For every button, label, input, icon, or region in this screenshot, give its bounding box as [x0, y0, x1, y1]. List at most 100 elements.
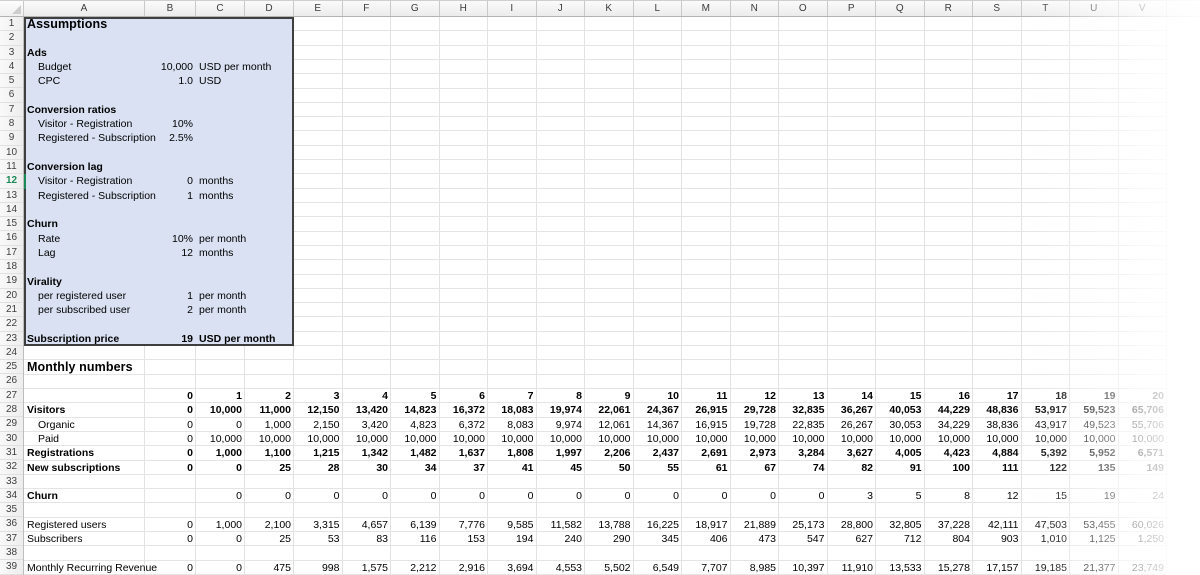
- cell-value[interactable]: 34,229: [937, 418, 970, 431]
- cell-value[interactable]: 10,000: [646, 432, 679, 445]
- cell-label[interactable]: Conversion ratios: [27, 103, 117, 116]
- cell-value[interactable]: 25: [279, 461, 291, 474]
- row-header-39[interactable]: 39: [0, 560, 23, 575]
- cell-value[interactable]: 10,000: [695, 432, 728, 445]
- cell-value[interactable]: 53,455: [1083, 518, 1116, 531]
- cell-label[interactable]: Registered - Subscription: [38, 189, 156, 202]
- cell-value[interactable]: 22,061: [598, 404, 631, 417]
- cell-value[interactable]: 67: [764, 461, 776, 474]
- cell-value[interactable]: 473: [758, 533, 776, 546]
- cell-value[interactable]: 19,185: [1034, 561, 1067, 574]
- cell-value[interactable]: 1,637: [458, 447, 485, 460]
- cell-month-index[interactable]: 11: [716, 390, 728, 402]
- row-header-25[interactable]: 25: [0, 360, 23, 375]
- cell-value[interactable]: 48,836: [986, 404, 1019, 417]
- column-header-I[interactable]: I: [488, 1, 537, 16]
- cell-value[interactable]: 0: [770, 490, 776, 503]
- cell-value[interactable]: 10,397: [792, 561, 825, 574]
- cell-value[interactable]: 30,053: [889, 418, 922, 431]
- cell-value[interactable]: 8,083: [507, 418, 534, 431]
- cell-value[interactable]: 4,423: [943, 447, 970, 460]
- cell-value[interactable]: 11,000: [259, 404, 291, 417]
- cell-value[interactable]: 10,000: [307, 432, 340, 445]
- cell-value[interactable]: 28: [327, 461, 340, 474]
- cell-value[interactable]: 4,823: [410, 418, 437, 431]
- cell-value[interactable]: 19,974: [549, 404, 582, 417]
- column-header-E[interactable]: E: [294, 1, 343, 16]
- cell-value[interactable]: 91: [909, 461, 922, 474]
- row-header-3[interactable]: 3: [0, 46, 23, 60]
- cell-value[interactable]: 0: [236, 490, 242, 503]
- assumptions-title[interactable]: Assumptions: [27, 17, 108, 31]
- row-header-38[interactable]: 38: [0, 546, 23, 561]
- row-header-34[interactable]: 34: [0, 489, 23, 504]
- row-header-7[interactable]: 7: [0, 103, 23, 118]
- cell-value[interactable]: 16,225: [646, 518, 679, 531]
- cell-value[interactable]: 1,215: [313, 447, 340, 460]
- cell-value[interactable]: 4,657: [361, 518, 388, 531]
- cell-unit[interactable]: USD per month: [199, 332, 276, 345]
- cell-value[interactable]: 0: [187, 404, 193, 417]
- cell-value[interactable]: 36,267: [840, 404, 873, 417]
- cell-month-index[interactable]: 1: [236, 390, 242, 402]
- cell-value[interactable]: 406: [709, 533, 728, 546]
- cell-value[interactable]: 0: [187, 533, 193, 546]
- cell-label[interactable]: Visitor - Registration: [38, 175, 133, 188]
- cell-value[interactable]: 14,823: [404, 404, 437, 417]
- cell-month-index[interactable]: 10: [667, 390, 679, 402]
- cell-value[interactable]: 53,917: [1034, 404, 1067, 417]
- cell-value[interactable]: 5,392: [1040, 447, 1067, 460]
- cell-value[interactable]: 2,437: [652, 447, 679, 460]
- cell-value[interactable]: 4,005: [895, 447, 922, 460]
- cell-value[interactable]: 1.0: [178, 75, 193, 88]
- cell-value[interactable]: 25,173: [792, 518, 825, 531]
- row-header-8[interactable]: 8: [0, 117, 23, 132]
- cell-value[interactable]: 14,367: [646, 418, 679, 431]
- column-header-J[interactable]: J: [537, 1, 585, 16]
- cell-value[interactable]: 13,420: [355, 404, 388, 417]
- column-header-Q[interactable]: Q: [876, 1, 925, 16]
- select-all-corner[interactable]: [0, 1, 24, 16]
- row-header-30[interactable]: 30: [0, 432, 23, 446]
- cell-value[interactable]: 16,915: [695, 418, 728, 431]
- cell-value[interactable]: 10,000: [501, 432, 534, 445]
- cell-value[interactable]: 10,000: [452, 432, 485, 445]
- column-header-V[interactable]: V: [1119, 1, 1167, 16]
- cell-value[interactable]: 8,985: [749, 561, 776, 574]
- cell-value[interactable]: 1,575: [361, 561, 388, 574]
- spreadsheet-grid[interactable]: Assumptions Ads Budget 10,000 USD per month C…: [24, 17, 1200, 575]
- cell-value[interactable]: 61: [715, 461, 728, 474]
- cell-label[interactable]: CPC: [38, 75, 61, 88]
- row-header-26[interactable]: 26: [0, 374, 23, 389]
- cell-month-index[interactable]: 19: [1103, 390, 1116, 402]
- cell-value[interactable]: 15: [1055, 490, 1067, 503]
- cell-value[interactable]: 22,835: [792, 418, 825, 431]
- column-header-C[interactable]: C: [196, 1, 245, 16]
- cell-value[interactable]: 0: [187, 432, 193, 445]
- cell-month-index[interactable]: 3: [333, 390, 340, 402]
- row-header-37[interactable]: 37: [0, 532, 23, 546]
- cell-value[interactable]: 21,889: [743, 518, 776, 531]
- column-header-D[interactable]: D: [245, 1, 294, 16]
- cell-value[interactable]: 43,917: [1034, 418, 1067, 431]
- cell-value[interactable]: 1,125: [1089, 533, 1116, 546]
- cell-value[interactable]: 10,000: [258, 432, 291, 445]
- cell-label[interactable]: Budget: [38, 60, 72, 73]
- cell-value[interactable]: 0: [187, 461, 193, 474]
- cell-value[interactable]: 19,728: [743, 418, 776, 431]
- cell-value[interactable]: 29,728: [743, 404, 776, 417]
- column-header-A[interactable]: A: [24, 1, 145, 16]
- cell-label[interactable]: Ads: [27, 46, 47, 59]
- cell-value[interactable]: 12: [181, 246, 193, 259]
- column-header-F[interactable]: F: [343, 1, 391, 16]
- row-header-9[interactable]: 9: [0, 131, 23, 146]
- cell-value[interactable]: 0: [333, 490, 340, 503]
- column-header-B[interactable]: B: [145, 1, 196, 16]
- row-header-18[interactable]: 18: [0, 260, 23, 275]
- cell-value[interactable]: 55,706: [1131, 418, 1164, 431]
- monthly-title[interactable]: Monthly numbers: [27, 360, 133, 375]
- cell-value[interactable]: 23,749: [1131, 561, 1164, 574]
- cell-value[interactable]: 21,377: [1083, 561, 1116, 574]
- cell-value[interactable]: 712: [903, 533, 922, 546]
- cell-value[interactable]: 3,627: [846, 447, 873, 460]
